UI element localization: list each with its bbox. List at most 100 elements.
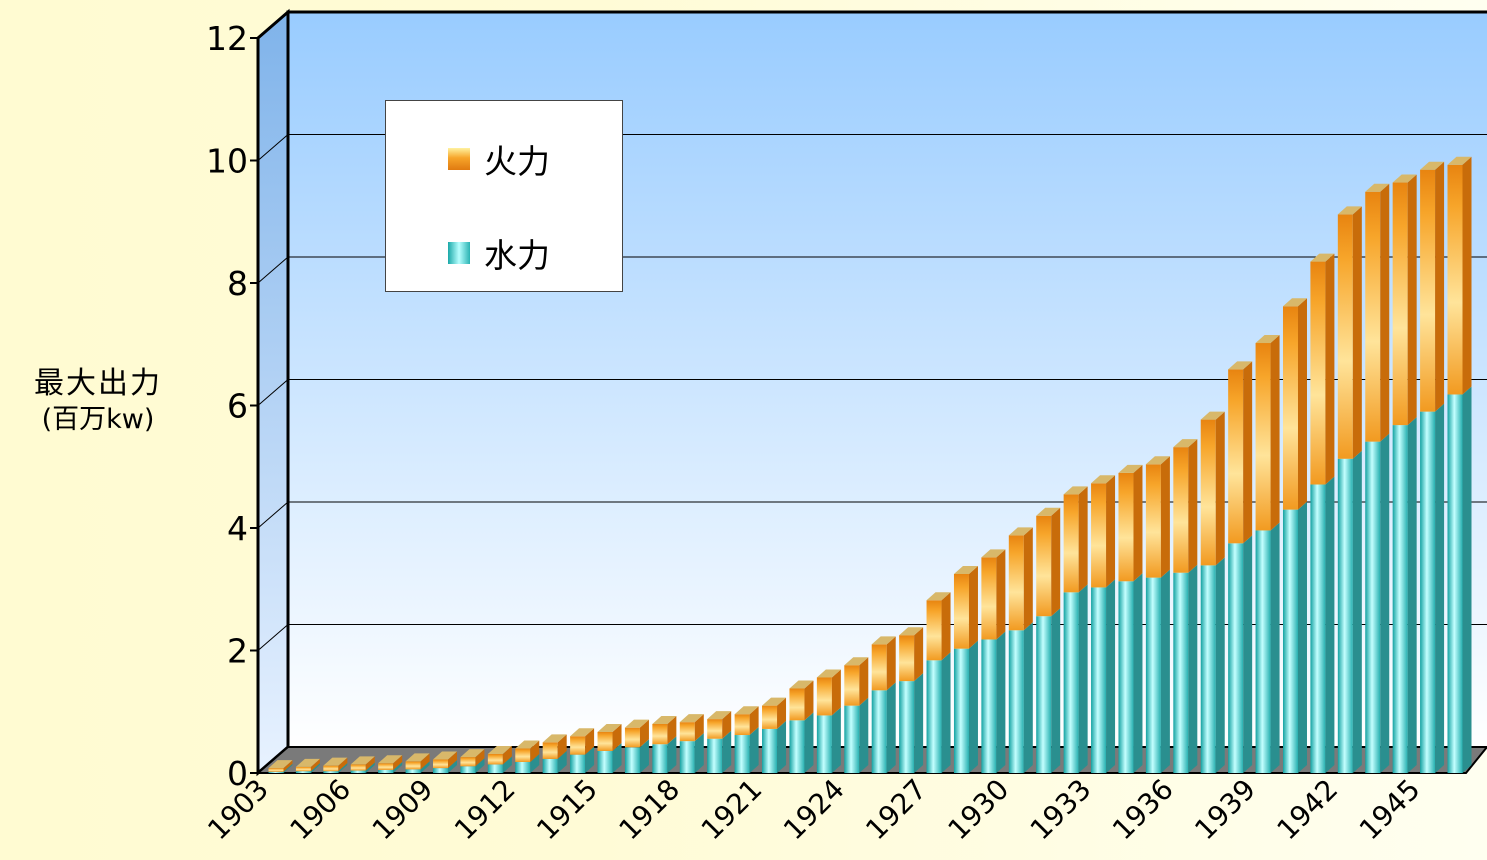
bar-thermal-1921	[762, 697, 787, 729]
bar-hydro-1910-side	[475, 758, 485, 773]
bar-thermal-1941-side	[1325, 253, 1335, 485]
bar-hydro-1941	[1310, 476, 1335, 773]
bar-thermal-1916	[624, 719, 649, 748]
bar-thermal-1909-front	[433, 759, 449, 769]
bar-thermal-1925-front	[871, 644, 887, 691]
y-tick-label: 8	[227, 264, 248, 303]
bar-hydro-1937-front	[1200, 565, 1216, 773]
bar-hydro-1905-front	[323, 771, 339, 773]
bar-thermal-1921-front	[762, 705, 778, 729]
bar-thermal-1908-front	[405, 761, 421, 770]
bar-hydro-1946-front	[1447, 394, 1463, 773]
bar-hydro-1914	[570, 746, 595, 773]
bar-hydro-1941-side	[1325, 476, 1335, 773]
bar-hydro-1904-side	[310, 763, 320, 773]
bar-thermal-1929-top	[981, 549, 1006, 558]
bar-hydro-1935	[1145, 569, 1170, 773]
bar-hydro-1918-side	[694, 733, 704, 773]
bar-thermal-1909-top	[433, 751, 458, 760]
bar-hydro-1922	[789, 712, 814, 773]
bar-thermal-1928-side	[968, 565, 978, 649]
bar-thermal-1931-side	[1051, 507, 1061, 617]
bar-hydro-1927-front	[926, 660, 942, 773]
bar-thermal-1918	[679, 714, 704, 742]
bar-hydro-1909-side	[448, 760, 458, 773]
bar-hydro-1931	[1036, 608, 1061, 773]
bar-hydro-1929	[981, 631, 1006, 773]
bar-thermal-1929-side	[996, 549, 1006, 640]
bar-thermal-1927	[926, 592, 951, 661]
bar-thermal-1944	[1392, 174, 1417, 426]
bar-thermal-1926-top	[899, 627, 924, 636]
bar-thermal-1906-front	[350, 764, 366, 771]
bar-thermal-1940	[1282, 298, 1307, 510]
bar-thermal-1938-top	[1228, 361, 1253, 370]
bar-hydro-1917-front	[652, 744, 668, 773]
gridline-side	[257, 501, 289, 529]
bar-hydro-1915	[597, 742, 622, 773]
bar-hydro-1929-side	[996, 631, 1006, 773]
bar-thermal-1945-side	[1435, 161, 1445, 412]
bar-hydro-1930-front	[1008, 630, 1024, 773]
bar-thermal-1903	[268, 760, 293, 772]
y-tick-label: 2	[227, 632, 248, 671]
bar-thermal-1938	[1228, 361, 1253, 544]
bar-thermal-1915-side	[612, 723, 622, 751]
bar-hydro-1912	[515, 753, 540, 773]
bar-thermal-1907-front	[378, 763, 394, 770]
bar-hydro-1908-front	[405, 769, 421, 773]
bar-thermal-1944-top	[1392, 174, 1417, 183]
bar-hydro-1929-front	[981, 639, 997, 773]
bar-thermal-1905-side	[338, 757, 348, 772]
bar-hydro-1916-side	[639, 739, 649, 773]
bar-hydro-1913	[542, 750, 567, 773]
bar-thermal-1914-side	[585, 728, 595, 755]
bar-hydro-1934	[1118, 573, 1143, 773]
bar-thermal-1942	[1337, 206, 1362, 459]
bar-thermal-1910	[460, 749, 485, 767]
bar-thermal-1935	[1145, 456, 1170, 578]
x-tick-label: 1924	[777, 773, 851, 847]
bar-thermal-1920-top	[734, 706, 759, 715]
bar-hydro-1919-side	[722, 730, 732, 773]
bar-hydro-1936-side	[1188, 564, 1198, 773]
bar-hydro-1933-side	[1106, 579, 1116, 773]
bar-thermal-1924-side	[859, 657, 869, 706]
bar-thermal-1914	[570, 728, 595, 755]
bar-hydro-1939	[1255, 522, 1280, 773]
x-tick-label: 1927	[859, 773, 933, 847]
bar-thermal-1924-front	[844, 665, 860, 706]
bar-thermal-1910-front	[460, 757, 476, 767]
bar-thermal-1941	[1310, 253, 1335, 485]
bar-hydro-1945-front	[1420, 411, 1436, 773]
bar-hydro-1938-front	[1228, 543, 1244, 773]
bar-hydro-1904-front	[295, 771, 311, 773]
bar-thermal-1922-front	[789, 688, 805, 721]
bar-thermal-1940-front	[1282, 306, 1298, 510]
bar-hydro-1903-side	[283, 763, 293, 773]
bar-thermal-1904-top	[295, 758, 320, 767]
legend-label-thermal: 火力	[484, 142, 550, 181]
bar-hydro-1940-front	[1282, 509, 1298, 773]
bar-thermal-1941-front	[1310, 261, 1326, 485]
bar-hydro-1904	[295, 763, 320, 773]
bar-thermal-1945-front	[1420, 169, 1436, 412]
bar-hydro-1937-side	[1215, 557, 1225, 773]
bar-thermal-1911	[487, 746, 512, 765]
bar-hydro-1913-side	[557, 750, 567, 773]
bar-thermal-1904	[295, 758, 320, 772]
bar-thermal-1906	[350, 756, 375, 771]
x-tick-label: 1906	[283, 773, 357, 847]
bar-thermal-1912-side	[530, 740, 540, 762]
bar-thermal-1944-side	[1407, 174, 1417, 426]
bar-hydro-1920	[734, 727, 759, 773]
bar-thermal-1927-top	[926, 592, 951, 601]
bar-thermal-1912-top	[515, 740, 540, 749]
bar-hydro-1926-side	[914, 673, 924, 773]
bar-hydro-1925-front	[871, 690, 887, 773]
bar-thermal-1932-side	[1078, 486, 1088, 593]
bar-thermal-1932	[1063, 486, 1088, 593]
bar-hydro-1938-side	[1243, 535, 1253, 773]
bar-thermal-1945	[1420, 161, 1445, 412]
bar-thermal-1928	[953, 565, 978, 649]
